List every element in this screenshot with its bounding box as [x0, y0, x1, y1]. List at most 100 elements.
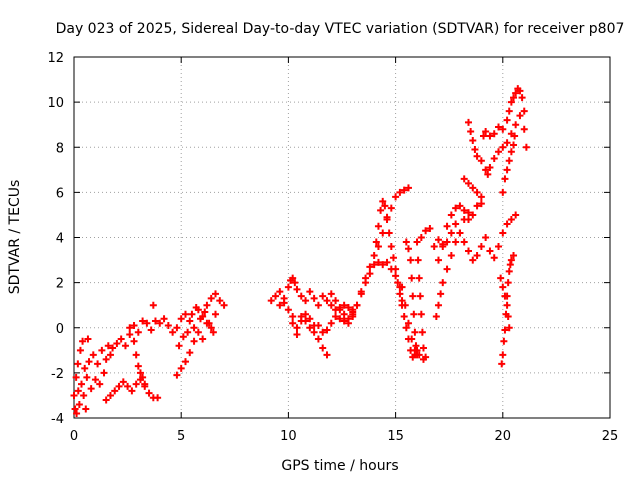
data-point: [464, 209, 472, 217]
data-point: [499, 351, 507, 359]
data-point: [314, 321, 322, 329]
data-point: [106, 351, 114, 359]
data-point: [402, 238, 410, 246]
data-point: [374, 258, 382, 266]
y-tick-label: 2: [56, 277, 64, 292]
data-point: [139, 373, 147, 381]
data-point: [486, 247, 494, 255]
data-point: [379, 229, 387, 237]
data-point: [149, 301, 157, 309]
data-point: [181, 310, 189, 318]
data-point: [503, 292, 511, 300]
data-point: [145, 389, 153, 397]
data-point: [503, 139, 511, 147]
x-tick-label: 15: [387, 429, 404, 444]
data-point: [323, 297, 331, 305]
data-point: [422, 227, 430, 235]
data-point: [74, 387, 82, 395]
data-point: [370, 252, 378, 260]
data-point: [344, 319, 352, 327]
data-point: [412, 342, 420, 350]
data-point: [323, 326, 331, 334]
data-point: [498, 360, 506, 368]
data-point: [141, 380, 149, 388]
data-point: [501, 175, 509, 183]
data-point: [323, 351, 331, 359]
data-point: [212, 290, 220, 298]
data-point: [190, 337, 198, 345]
data-point: [216, 297, 224, 305]
data-point: [392, 272, 400, 280]
data-point: [507, 256, 515, 264]
y-tick-label: 10: [47, 96, 64, 111]
data-point: [349, 312, 357, 320]
data-point: [293, 331, 301, 339]
data-point: [499, 229, 507, 237]
data-point: [220, 301, 228, 309]
data-point: [73, 409, 81, 417]
data-point: [126, 331, 134, 339]
data-point: [164, 321, 172, 329]
data-point: [79, 337, 87, 345]
data-point: [76, 346, 84, 354]
data-point: [72, 373, 80, 381]
data-point: [91, 376, 99, 384]
data-point: [154, 394, 162, 402]
y-tick-label: 8: [56, 141, 64, 156]
data-point: [456, 202, 464, 210]
data-point: [327, 301, 335, 309]
data-point: [482, 127, 490, 135]
data-point: [130, 321, 138, 329]
data-point: [520, 107, 528, 115]
data-point: [109, 344, 117, 352]
data-point: [297, 312, 305, 320]
data-point: [471, 146, 479, 154]
data-point: [87, 385, 95, 393]
data-point: [102, 355, 110, 363]
data-point: [505, 324, 513, 332]
data-point: [106, 391, 114, 399]
data-point: [490, 155, 498, 163]
x-axis-ticks: 0 5 10 15 20 25: [70, 57, 618, 444]
data-point: [477, 157, 485, 165]
data-point: [289, 274, 297, 282]
data-point: [147, 326, 155, 334]
data-point: [130, 337, 138, 345]
x-tick-label: 20: [495, 429, 512, 444]
data-point: [374, 222, 382, 230]
data-point: [119, 378, 127, 386]
data-point: [510, 94, 518, 102]
data-point: [408, 274, 416, 282]
data-point: [473, 188, 481, 196]
data-point: [415, 274, 423, 282]
y-tick-label: 4: [56, 232, 64, 247]
data-point: [340, 310, 348, 318]
data-point: [336, 315, 344, 323]
data-point: [434, 256, 442, 264]
data-point: [276, 288, 284, 296]
data-point: [460, 175, 468, 183]
data-point: [512, 89, 520, 97]
data-point: [401, 301, 409, 309]
data-point: [510, 252, 518, 260]
data-point: [464, 179, 472, 187]
data-point: [201, 308, 209, 316]
data-point: [124, 382, 132, 390]
data-point: [495, 123, 503, 131]
data-point: [500, 337, 508, 345]
data-point: [419, 355, 427, 363]
data-point: [490, 130, 498, 138]
data-point: [456, 229, 464, 237]
data-point: [452, 204, 460, 212]
data-point: [396, 290, 404, 298]
data-point: [443, 222, 451, 230]
data-point: [434, 236, 442, 244]
data-point: [207, 324, 215, 332]
data-point: [495, 243, 503, 251]
data-point: [387, 204, 395, 212]
data-point: [377, 206, 385, 214]
data-point: [319, 328, 327, 336]
data-point: [499, 143, 507, 151]
data-point: [71, 405, 79, 413]
